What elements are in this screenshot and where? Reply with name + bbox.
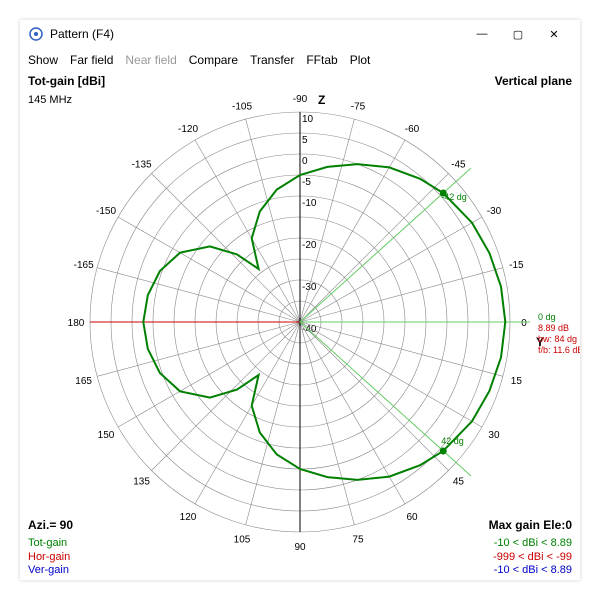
svg-text:-150: -150 bbox=[96, 206, 116, 217]
legend-item: Tot-gain bbox=[28, 537, 70, 551]
menu-far-field[interactable]: Far field bbox=[70, 53, 113, 67]
svg-text:120: 120 bbox=[180, 512, 197, 523]
svg-text:8.89 dB: 8.89 dB bbox=[538, 323, 569, 333]
svg-text:-165: -165 bbox=[74, 260, 94, 271]
svg-text:-105: -105 bbox=[232, 102, 252, 113]
legend-item: Hor-gain bbox=[28, 551, 70, 565]
svg-text:60: 60 bbox=[406, 512, 418, 523]
svg-text:5: 5 bbox=[302, 135, 308, 146]
legend-range: -10 < dBi < 8.89 bbox=[493, 564, 572, 578]
legend-range: -10 < dBi < 8.89 bbox=[493, 537, 572, 551]
maxgain-label: Max gain Ele:0 bbox=[489, 518, 572, 532]
svg-text:165: 165 bbox=[75, 376, 92, 387]
titlebar: Pattern (F4) — ▢ ✕ bbox=[20, 20, 580, 48]
svg-text:10: 10 bbox=[302, 114, 314, 125]
svg-text:-75: -75 bbox=[351, 102, 366, 113]
legend-item: Ver-gain bbox=[28, 564, 70, 578]
svg-text:f/b: 11.6 dB: f/b: 11.6 dB bbox=[538, 345, 580, 355]
svg-text:-120: -120 bbox=[178, 124, 198, 135]
plot-area: Tot-gain [dBi] 145 MHz Vertical plane 10… bbox=[20, 72, 580, 580]
svg-text:75: 75 bbox=[352, 534, 364, 545]
legend-range: -999 < dBi < -99 bbox=[493, 551, 572, 565]
svg-text:-20: -20 bbox=[302, 240, 317, 251]
minimize-button[interactable]: — bbox=[464, 20, 500, 48]
svg-text:-60: -60 bbox=[405, 124, 420, 135]
plane-label: Vertical plane bbox=[495, 74, 572, 88]
svg-text:-10: -10 bbox=[302, 198, 317, 209]
azimuth-label: Azi.= 90 bbox=[28, 518, 73, 532]
svg-text:-45: -45 bbox=[451, 160, 466, 171]
menu-show[interactable]: Show bbox=[28, 53, 58, 67]
svg-text:-15: -15 bbox=[509, 260, 524, 271]
menu-transfer[interactable]: Transfer bbox=[250, 53, 294, 67]
svg-text:0 dg: 0 dg bbox=[538, 312, 556, 322]
svg-text:0: 0 bbox=[302, 156, 308, 167]
frequency-label: 145 MHz bbox=[28, 94, 72, 106]
svg-text:-135: -135 bbox=[132, 160, 152, 171]
svg-text:0: 0 bbox=[521, 318, 527, 329]
svg-text:180: 180 bbox=[68, 318, 85, 329]
maximize-button[interactable]: ▢ bbox=[500, 20, 536, 48]
svg-text:-30: -30 bbox=[487, 206, 502, 217]
menu-fftab[interactable]: FFtab bbox=[306, 53, 337, 67]
menu-compare[interactable]: Compare bbox=[189, 53, 238, 67]
svg-text:bw: 84 dg: bw: 84 dg bbox=[538, 334, 577, 344]
app-icon bbox=[28, 26, 44, 42]
svg-text:15: 15 bbox=[511, 376, 523, 387]
svg-text:-5: -5 bbox=[302, 177, 311, 188]
legend-left: Tot-gainHor-gainVer-gain bbox=[28, 537, 70, 578]
menu-near-field: Near field bbox=[125, 53, 176, 67]
svg-text:45: 45 bbox=[453, 476, 465, 487]
svg-text:-90: -90 bbox=[293, 94, 308, 105]
svg-text:90: 90 bbox=[294, 542, 306, 553]
svg-text:105: 105 bbox=[234, 534, 251, 545]
close-button[interactable]: ✕ bbox=[536, 20, 572, 48]
svg-text:150: 150 bbox=[98, 430, 115, 441]
menu-plot[interactable]: Plot bbox=[350, 53, 371, 67]
svg-text:30: 30 bbox=[488, 430, 500, 441]
menubar: Show Far field Near field Compare Transfer FF… bbox=[20, 48, 580, 72]
svg-text:Z: Z bbox=[318, 93, 325, 107]
window-title: Pattern (F4) bbox=[50, 27, 114, 41]
legend-right: -10 < dBi < 8.89-999 < dBi < -99-10 < dB… bbox=[493, 537, 572, 578]
window: Pattern (F4) — ▢ ✕ Show Far field Near fie… bbox=[20, 20, 580, 580]
polar-chart: 1050-5-10-20-30-400153045607590105120135… bbox=[20, 72, 580, 572]
gain-label: Tot-gain [dBi] bbox=[28, 74, 105, 88]
svg-text:135: 135 bbox=[133, 476, 150, 487]
